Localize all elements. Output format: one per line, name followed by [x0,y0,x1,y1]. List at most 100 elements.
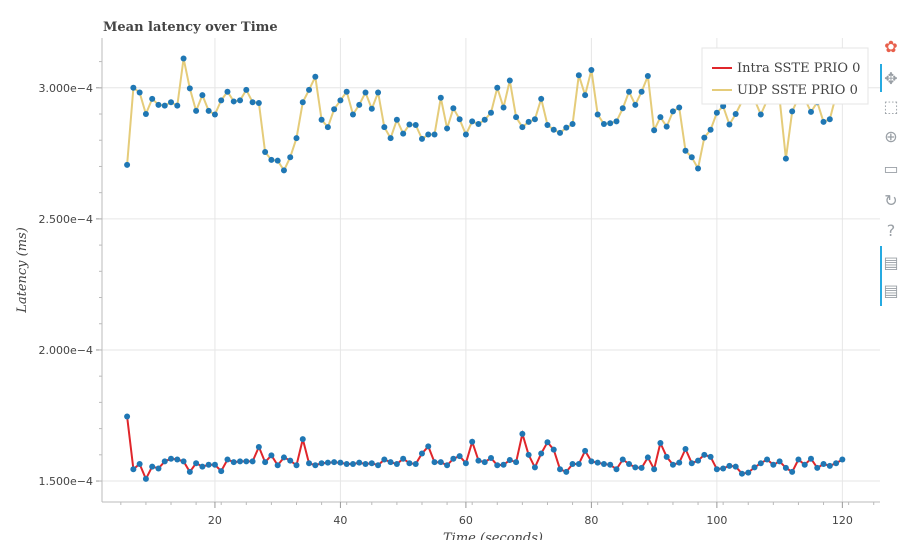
data-point [218,97,225,104]
data-point [663,123,670,130]
data-point [807,108,814,115]
data-point [205,107,212,114]
data-point [406,121,413,128]
data-point [418,450,425,457]
box-zoom-icon[interactable]: ⬚ [883,97,899,116]
data-point [481,459,488,466]
data-point [682,446,689,453]
data-point [600,460,607,467]
y-axis-label: Latency (ms) [15,227,30,314]
data-point [820,460,827,467]
data-point [782,464,789,471]
x-tick-label: 120 [832,514,853,527]
data-point [142,475,149,482]
data-point [657,440,664,447]
data-point [688,460,695,467]
data-point [324,124,331,131]
data-point [412,122,419,129]
wheel-zoom-icon[interactable]: ⊕ [884,127,898,146]
data-point [613,118,620,125]
data-point [268,156,275,163]
data-point [613,466,620,473]
data-point [274,157,281,164]
data-point [431,131,438,138]
data-point [563,124,570,131]
data-point [356,459,363,466]
data-point [506,77,513,84]
data-point [720,103,727,110]
data-point [262,459,269,466]
data-point [644,73,651,80]
data-point [450,105,457,112]
bokeh-logo-icon[interactable]: ✿ [884,37,898,56]
data-point [745,469,752,476]
x-axis-label: Time (seconds) [443,531,543,540]
y-axis: 1.500e−4 2.000e−4 2.500e−4 3.000e−4 [39,38,103,502]
data-point [688,154,695,161]
data-point [826,116,833,123]
hover-icon-2[interactable]: ▤ [883,281,899,300]
data-point [375,462,382,469]
reset-icon[interactable]: ↻ [884,191,898,210]
data-point [124,413,131,420]
data-point [437,94,444,101]
data-point [488,109,494,116]
data-point [695,165,702,172]
data-point [544,439,551,446]
legend-entry-1: UDP SSTE PRIO 0 [737,83,858,98]
data-point [764,456,771,463]
data-point [588,458,595,465]
data-point [607,461,614,468]
data-point [638,464,645,471]
data-point [538,450,545,457]
data-point [695,457,702,464]
y-tick-label: 2.000e−4 [39,344,93,357]
data-point [626,460,633,467]
data-point [713,466,720,473]
data-point [475,457,482,464]
data-point [349,460,356,467]
data-point [619,456,626,463]
series-layer [124,55,846,482]
data-point [293,135,300,142]
pan-icon[interactable]: ✥ [884,69,898,88]
data-point [557,129,564,136]
help-icon[interactable]: ? [886,221,896,240]
data-point [488,454,494,461]
data-point [607,120,614,127]
data-point [136,89,143,96]
chart-title: Mean latency over Time [103,20,278,35]
y-tick-label: 2.500e−4 [39,213,93,226]
data-point [186,85,193,92]
data-point [161,458,168,465]
data-point [682,147,689,154]
data-point [262,149,269,156]
y-tick-label: 1.500e−4 [39,475,93,488]
data-point [280,454,287,461]
data-point [199,463,206,470]
data-point [124,161,131,168]
data-point [381,456,388,463]
data-point [230,459,237,466]
data-point [368,105,375,112]
x-tick-label: 20 [208,514,222,527]
data-point [757,111,764,118]
legend: Intra SSTE PRIO 0 UDP SSTE PRIO 0 [701,47,869,105]
data-point [839,456,846,463]
data-point [299,99,306,106]
data-point [368,460,375,467]
data-point [180,55,187,62]
data-point [757,460,764,467]
hover-icon-1[interactable]: ▤ [883,253,899,272]
data-point [136,460,143,467]
data-point [412,460,419,467]
save-icon[interactable]: ▭ [883,159,899,178]
data-point [638,88,645,95]
data-point [563,468,570,475]
data-point [387,135,394,142]
data-point [519,124,526,131]
data-point [462,460,469,467]
data-point [469,118,476,125]
data-point [626,88,633,95]
data-point [211,111,218,118]
